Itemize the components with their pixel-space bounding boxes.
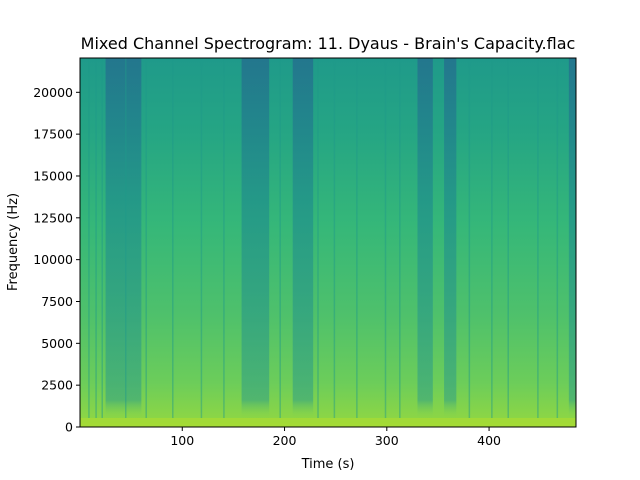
streak-8 xyxy=(223,58,225,418)
streak-19 xyxy=(556,58,559,418)
y-tick-label: 7500 xyxy=(41,294,73,309)
spectral-streaks xyxy=(88,58,559,418)
streak-6 xyxy=(172,58,174,418)
quiet-section-6 xyxy=(568,58,576,418)
x-tick-label: 100 xyxy=(170,433,194,448)
y-tick-label: 0 xyxy=(65,420,73,435)
y-axis: 0 2500 5000 7500 10000 12500 15000 17500 20000 xyxy=(33,85,80,435)
streak-11 xyxy=(333,58,336,418)
streak-3 xyxy=(101,58,103,418)
y-tick-label: 17500 xyxy=(33,127,73,142)
quiet-sections xyxy=(105,58,576,418)
streak-1 xyxy=(88,58,90,418)
y-tick-label: 20000 xyxy=(33,85,73,100)
quiet-section-1 xyxy=(105,58,142,418)
streak-15 xyxy=(468,58,471,418)
x-axis: 100 200 300 400 xyxy=(170,427,501,448)
y-tick-label: 10000 xyxy=(33,252,73,267)
streak-10 xyxy=(317,58,319,418)
spectrogram-background xyxy=(80,58,576,427)
quiet-section-3 xyxy=(292,58,314,418)
streak-18 xyxy=(537,58,539,418)
low-frequency-band xyxy=(80,418,576,427)
streak-13 xyxy=(384,58,387,418)
streak-9 xyxy=(279,58,281,418)
plot-area-frame xyxy=(79,57,577,428)
y-axis-label: Frequency (Hz) xyxy=(6,193,21,291)
x-tick-label: 400 xyxy=(477,433,501,448)
streak-17 xyxy=(507,58,509,418)
y-tick-label: 15000 xyxy=(33,168,73,183)
y-tick-label: 12500 xyxy=(33,210,73,225)
x-tick-label: 200 xyxy=(273,433,297,448)
y-tick-label: 2500 xyxy=(41,378,73,393)
streak-7 xyxy=(200,58,203,418)
x-tick-label: 300 xyxy=(375,433,399,448)
y-tick-label: 5000 xyxy=(41,336,73,351)
streak-16 xyxy=(491,58,493,418)
streak-5 xyxy=(145,58,147,418)
streak-12 xyxy=(356,58,358,418)
streak-14 xyxy=(399,58,401,418)
streak-2 xyxy=(95,58,97,418)
quiet-section-2 xyxy=(241,58,270,418)
x-axis-label: Time (s) xyxy=(301,457,355,472)
streak-4 xyxy=(124,58,127,418)
quiet-section-4 xyxy=(417,58,433,418)
quiet-section-5 xyxy=(444,58,457,418)
chart-title: Mixed Channel Spectrogram: 11. Dyaus - B… xyxy=(81,34,576,53)
